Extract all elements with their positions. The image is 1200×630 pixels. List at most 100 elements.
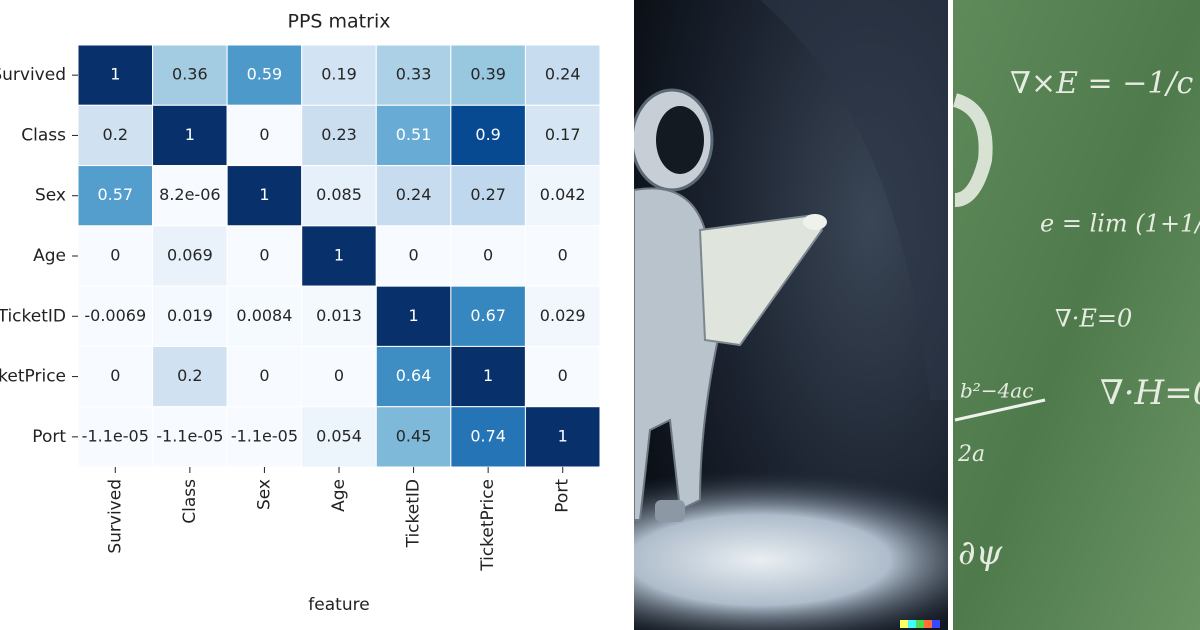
cell-label: 0.9 [475, 125, 500, 144]
cell-label: 1 [110, 65, 120, 84]
x-tick-label: Survived [105, 479, 125, 554]
heatmap: PPS matrix feature 1 0.36 0.59 0.19 0.33 0.39… [0, 11, 601, 615]
y-tick-label: Age [33, 246, 66, 266]
cell-label: 0 [408, 246, 418, 265]
chalk-formula: ∇·H=0 [1100, 373, 1200, 413]
chalk-formula: e = lim (1+1/n)ⁿ [1040, 210, 1200, 238]
heatmap-cell [450, 345, 526, 408]
heatmap-cell [226, 406, 303, 468]
cell-label: 0.57 [97, 185, 133, 204]
chalk-formula: ∇·E=0 [1055, 305, 1132, 333]
heatmap-cell [301, 44, 377, 106]
cell-label: 0.013 [316, 306, 362, 325]
heatmap-cell [152, 104, 228, 167]
cell-label: -1.1e-05 [156, 426, 223, 445]
cell-label: 8.2e-06 [159, 185, 220, 204]
heatmap-cell [152, 406, 228, 468]
heatmap-cell [450, 285, 526, 347]
heatmap-cell [375, 345, 452, 408]
cell-label: 0.23 [321, 125, 357, 144]
y-tick-label: Class [21, 125, 66, 145]
x-tick-label: Sex [254, 479, 274, 510]
heatmap-cell [375, 104, 452, 167]
heatmap-cell [226, 165, 303, 227]
heatmap-cell [77, 345, 154, 408]
heatmap-cell [524, 345, 601, 408]
cell-label: 0.085 [316, 185, 362, 204]
cell-label: 1 [185, 125, 195, 144]
astronaut-image [634, 0, 948, 630]
heatmap-cell [375, 285, 452, 347]
cell-label: 0.39 [470, 65, 506, 84]
y-tick-label: Survived [0, 65, 66, 85]
cell-label: 0 [558, 366, 568, 385]
x-tick-label: TicketPrice [478, 479, 498, 572]
cell-label: 0 [259, 366, 269, 385]
heatmap-cell [226, 345, 303, 408]
cell-label: 0.67 [470, 306, 506, 325]
cell-label: 0.0084 [236, 306, 292, 325]
x-tick-label: Port [553, 479, 573, 513]
heatmap-cell [375, 44, 452, 106]
heatmap-cell [375, 225, 452, 287]
cell-label: 0.33 [396, 65, 432, 84]
heatmap-cell [301, 285, 377, 347]
cell-label: 0 [259, 246, 269, 265]
heatmap-cell [524, 165, 601, 227]
x-tick-label: Class [180, 479, 200, 524]
cell-label: 0.74 [470, 426, 506, 445]
cell-label: 0.27 [470, 185, 506, 204]
chart-title: PPS matrix [288, 11, 391, 33]
heatmap-cell [524, 406, 601, 468]
heatmap-cell [226, 225, 303, 287]
heatmap-cell [524, 104, 601, 167]
cell-label: 0.19 [321, 65, 357, 84]
heatmap-cell [226, 285, 303, 347]
y-tick-label: Sex [35, 186, 66, 206]
heatmap-cell [524, 285, 601, 347]
heatmap-cell [152, 225, 228, 287]
cell-label: 0.069 [167, 246, 213, 265]
heatmap-cell [77, 406, 154, 468]
cell-label: 0.2 [177, 366, 202, 385]
cell-label: 0 [334, 366, 344, 385]
heatmap-cell [450, 406, 526, 468]
heatmap-cell [226, 44, 303, 106]
heatmap-cell [77, 225, 154, 287]
cell-label: 1 [259, 185, 269, 204]
x-tick-label: Age [329, 479, 349, 512]
cell-label: 0 [259, 125, 269, 144]
chalk-formulas: ∇×E = −1/c ∂H/∂t e = lim (1+1/n)ⁿ ∇·E=0 ∇·H… [957, 66, 1200, 573]
x-axis-label: feature [308, 595, 369, 615]
cell-label: -1.1e-05 [231, 426, 298, 445]
cell-label: 1 [408, 306, 418, 325]
cell-label: 1 [558, 426, 568, 445]
cell-label: 0.24 [396, 185, 432, 204]
heatmap-cell [301, 165, 377, 227]
cell-label: 0.24 [545, 65, 581, 84]
cell-label: 0.054 [316, 426, 362, 445]
cell-label: 0.042 [540, 185, 586, 204]
chalk-formula: ∂ψ [958, 533, 1003, 573]
chalkboard-image [953, 0, 1200, 630]
cell-label: -0.0069 [84, 306, 146, 325]
cell-label: 0.2 [103, 125, 128, 144]
cell-label: 1 [483, 366, 493, 385]
heatmap-cell [450, 225, 526, 287]
heatmap-cell [524, 44, 601, 106]
cell-label: 0.36 [172, 65, 208, 84]
cell-label: -1.1e-05 [82, 426, 149, 445]
heatmap-cell [152, 44, 228, 106]
cell-label: 0.45 [396, 426, 432, 445]
y-tick-label: TicketID [0, 306, 66, 326]
chalk-formula: ∇×E = −1/c ∂H/∂t [1010, 66, 1200, 101]
heatmap-cell [77, 104, 154, 167]
x-tick-label: TicketID [404, 479, 424, 548]
cell-label: 0.029 [540, 306, 586, 325]
chalk-formula: b²−4ac [960, 379, 1033, 403]
cell-label: 0 [110, 366, 120, 385]
cell-label: 0.019 [167, 306, 213, 325]
heatmap-cell [301, 406, 377, 468]
